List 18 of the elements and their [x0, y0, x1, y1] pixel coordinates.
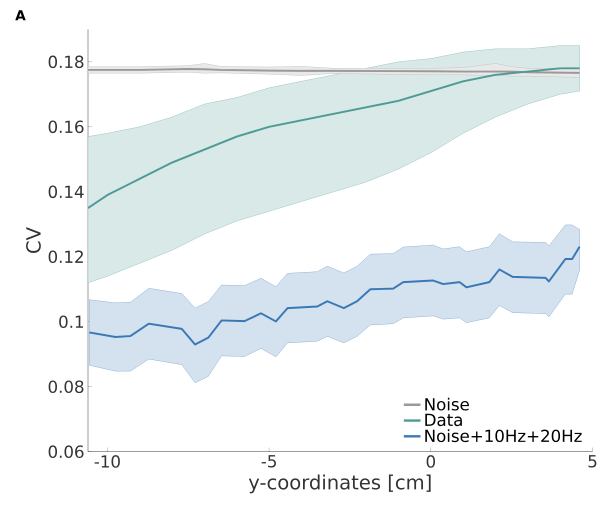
y-tick-label: 0.14: [48, 185, 84, 198]
text: A: [15, 10, 26, 20]
x-tick-label: -5: [262, 455, 276, 468]
y-tick-label: 0.16: [48, 120, 84, 134]
x-tick-label: 0: [426, 455, 436, 468]
y-axis-title: CV: [26, 227, 41, 253]
x-axis-title: y-coordinates [cm]: [248, 474, 431, 494]
legend-label: Noise+10Hz+20Hz: [425, 429, 582, 442]
y-tick-label: 0.08: [48, 380, 84, 393]
legend-label: Noise: [425, 398, 469, 411]
y-tick-label: 0.12: [48, 250, 83, 264]
x-tick-label: -10: [94, 455, 120, 468]
y-tick-label: 0.18: [48, 56, 84, 68]
legend-label: Data: [425, 414, 462, 426]
y-tick-label: 0.1: [59, 315, 84, 328]
line-series: [88, 246, 581, 346]
x-tick-label: 5: [588, 455, 596, 468]
y-tick-label: 0.06: [48, 445, 84, 458]
